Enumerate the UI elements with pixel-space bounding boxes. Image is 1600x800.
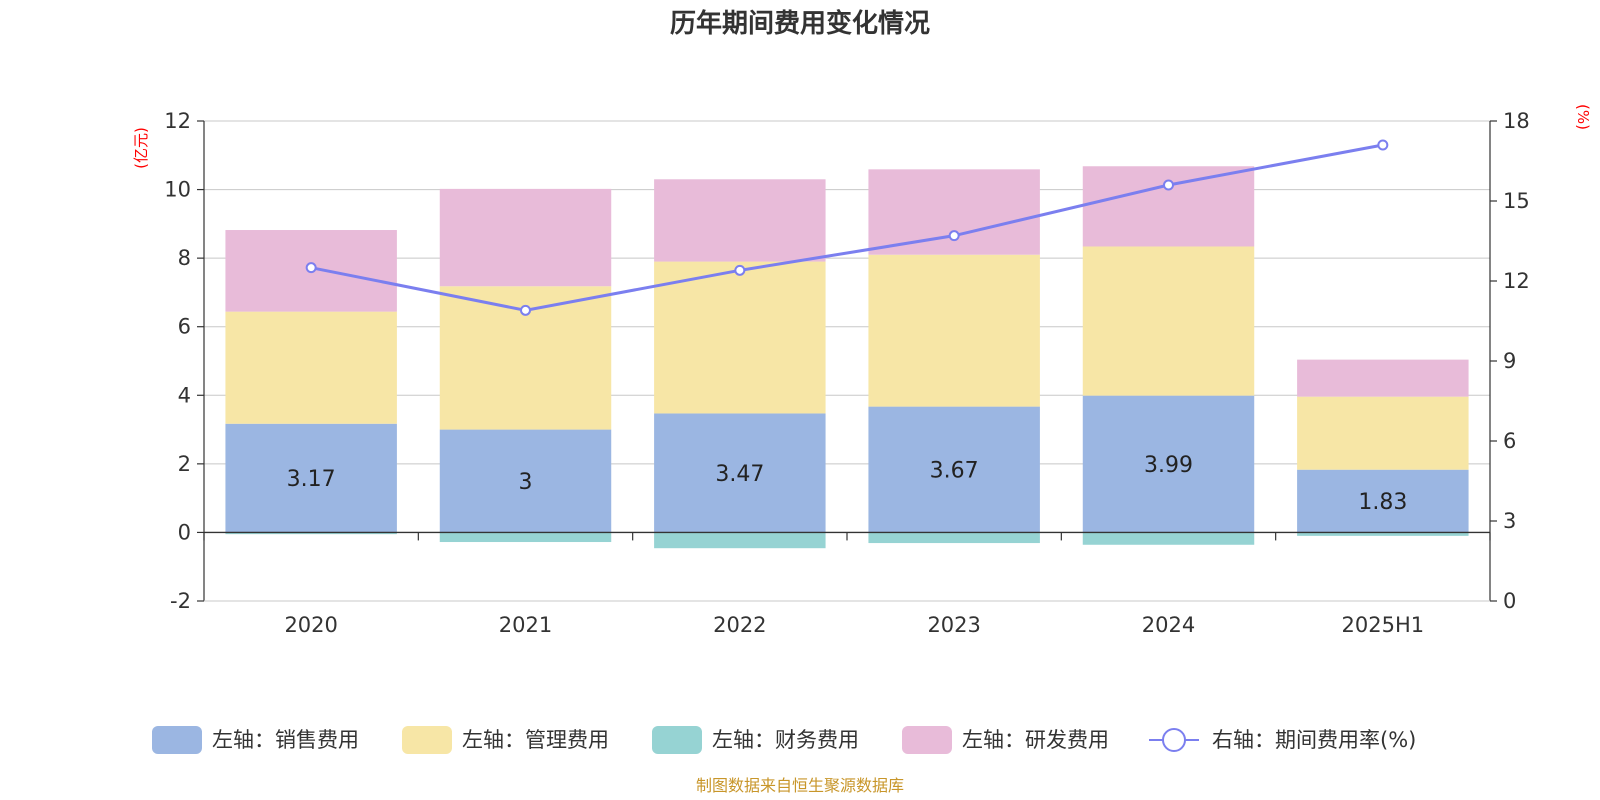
legend-label: 左轴：财务费用: [712, 728, 859, 752]
bar-segment: [1297, 469, 1469, 533]
x-axis-tick-label: 2020: [284, 613, 337, 637]
expense-rate-point: [734, 264, 746, 276]
right-axis-tick-label: 6: [1503, 429, 1516, 453]
legend-item[interactable]: 右轴：期间费用率(%): [1149, 728, 1416, 752]
right-axis-tick-label: 15: [1503, 189, 1530, 213]
data-source-note: 制图数据来自恒生聚源数据库: [696, 776, 904, 795]
x-axis-tick-label: 2025H1: [1342, 613, 1425, 637]
legend-item[interactable]: 左轴：管理费用: [402, 726, 609, 754]
left-axis-tick-label: 6: [178, 315, 191, 339]
right-axis-tick-label: 12: [1503, 269, 1530, 293]
left-axis-tick-label: 0: [178, 520, 191, 544]
bar-data-label: 3.99: [1144, 453, 1193, 478]
left-axis-unit: (亿元): [132, 127, 150, 169]
legend-label: 右轴：期间费用率(%): [1212, 728, 1416, 752]
left-axis-tick-label: 10: [164, 178, 191, 202]
bar-segment: [868, 254, 1040, 407]
grid-lines: [204, 120, 1490, 602]
bar-segment: [1297, 396, 1469, 470]
legend-label: 左轴：管理费用: [462, 728, 609, 752]
bar-segment: [654, 261, 826, 414]
expense-rate-point: [305, 262, 317, 274]
bar-segment: [225, 311, 397, 424]
legend-swatch: [902, 726, 952, 754]
right-axis-tick-label: 3: [1503, 509, 1516, 533]
legend-label: 左轴：研发费用: [962, 728, 1109, 752]
x-axis-tick-label: 2023: [927, 613, 980, 637]
bar-data-label: 3.17: [287, 467, 336, 492]
bar-data-label: 1.83: [1358, 490, 1407, 515]
expense-rate-point: [1163, 179, 1174, 191]
x-axis-tick-label: 2022: [713, 613, 766, 637]
left-axis-tick-label: 2: [178, 452, 191, 476]
bar-segment: [654, 413, 826, 533]
x-axis-tick-label: 2021: [499, 613, 552, 637]
expense-rate-point: [948, 230, 960, 242]
left-axis-tick-label: 4: [178, 383, 191, 407]
chart-title: 历年期间费用变化情况: [670, 8, 930, 39]
right-axis-unit: (%): [1574, 104, 1592, 130]
bar-segment: [225, 423, 397, 533]
bar-series: [225, 166, 1469, 549]
right-axis-tick-label: 9: [1503, 349, 1516, 373]
bar-segment: [1297, 532, 1469, 536]
bar-data-label: 3.67: [930, 459, 979, 484]
bar-segment: [1082, 395, 1255, 533]
legend-swatch: [152, 726, 202, 754]
expense-rate-line: [305, 139, 1389, 316]
bar-segment: [868, 532, 1040, 544]
expense-rate-polyline: [310, 143, 1384, 312]
legend[interactable]: 左轴：销售费用 左轴：管理费用 左轴：财务费用 左轴：研发费用 右轴：期间费用率(%): [152, 726, 1416, 754]
bar-data-labels: 3.17 3 3.47 3.67 3.99 1.83: [287, 453, 1408, 515]
left-axis-tick-label: 12: [164, 109, 191, 133]
bar-segment: [1082, 246, 1255, 396]
legend-item[interactable]: 左轴：销售费用: [152, 726, 359, 754]
legend-item[interactable]: 左轴：财务费用: [652, 726, 859, 754]
right-axis-tick-label: 0: [1503, 589, 1516, 613]
bar-segment: [1297, 359, 1469, 397]
bar-segment: [654, 532, 826, 549]
legend-marker: [1162, 728, 1186, 752]
axes: -2 0 2 4 6 8 10 12 0 3 6 9 12 15 18 2020 2021 2022 2023 202…: [164, 109, 1529, 637]
legend-swatch: [652, 726, 702, 754]
bar-segment: [654, 179, 826, 262]
bar-data-label: 3.47: [715, 462, 764, 487]
expense-rate-point: [520, 304, 531, 316]
bar-segment: [439, 429, 612, 533]
x-axis-tick-label: 2024: [1142, 613, 1195, 637]
right-axis-tick-label: 18: [1503, 109, 1530, 133]
bar-segment: [439, 188, 612, 287]
bar-segment: [439, 532, 612, 543]
bar-segment: [868, 406, 1040, 533]
legend-item[interactable]: 左轴：研发费用: [902, 726, 1109, 754]
bar-segment: [225, 532, 397, 535]
legend-swatch: [402, 726, 452, 754]
bar-segment: [868, 169, 1040, 255]
bar-segment: [1082, 166, 1255, 247]
bar-data-label: 3: [519, 470, 533, 495]
bar-segment: [1082, 532, 1255, 545]
legend-label: 左轴：销售费用: [212, 728, 359, 752]
expense-rate-point: [1377, 139, 1389, 151]
left-axis-tick-label: 8: [178, 246, 191, 270]
left-axis-tick-label: -2: [170, 589, 191, 613]
